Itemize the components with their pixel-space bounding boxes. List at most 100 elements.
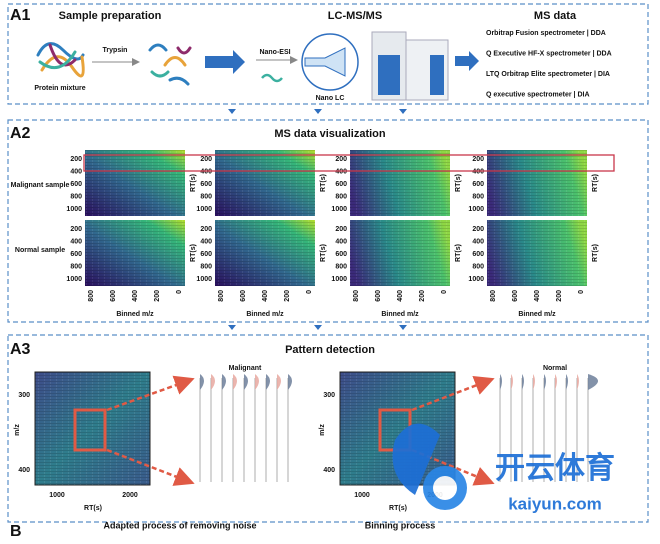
ridge-peak (588, 374, 598, 390)
row-label: Malignant sample (11, 182, 70, 189)
peptide-icon (261, 73, 283, 83)
x-tick-label: 200 (154, 290, 161, 302)
arrow (411, 448, 495, 486)
y-tick-label: 200 (335, 156, 347, 163)
y-tick-label: 400 (335, 238, 347, 245)
x-tick-label: 600 (512, 290, 519, 302)
y-tick-label: 600 (335, 251, 347, 258)
ridge-peak (500, 374, 502, 390)
heatmap-texture (487, 150, 587, 216)
ridge-peak (577, 374, 579, 390)
axis-label: RT(s) (84, 505, 102, 512)
heatmap-texture (215, 150, 315, 216)
arrow (106, 448, 195, 486)
axis-label: Binned m/z (381, 311, 419, 318)
panel-label: A3 (10, 341, 31, 358)
x-tick-label: 600 (240, 290, 247, 302)
down-marker (314, 109, 322, 114)
axis-label: Binned m/z (518, 311, 556, 318)
axis-label: RT(s) (320, 244, 327, 262)
axis-label: m/z (14, 424, 21, 436)
x-tick-label: 200 (284, 290, 291, 302)
y-tick-label: 200 (472, 156, 484, 163)
x-tick-label: 0 (176, 290, 183, 294)
y-tick-label: 400 (70, 168, 82, 175)
y-tick-label: 400 (200, 238, 212, 245)
watermark: 开云体育 kaiyun.com (392, 423, 615, 513)
y-tick-label: 1000 (196, 276, 212, 283)
axis-label: Binned m/z (246, 311, 284, 318)
label: Trypsin (103, 47, 128, 54)
y-tick-label: 600 (200, 181, 212, 188)
panel-frame (7, 3, 649, 105)
y-tick-label: 1000 (468, 276, 484, 283)
step-title: MS data (534, 10, 577, 22)
protein-icon (36, 42, 85, 78)
heatmap-texture (350, 220, 450, 286)
y-tick-label: 1000 (468, 206, 484, 213)
x-tick-label: 600 (110, 290, 117, 302)
x-tick-label: 400 (262, 290, 269, 302)
y-tick-label: 1000 (66, 276, 82, 283)
focus-box (73, 408, 107, 452)
y-tick-label: 800 (200, 263, 212, 270)
instrument: LTQ Orbitrap Elite spectrometer | DIA (486, 71, 610, 78)
arrow (411, 376, 495, 412)
y-tick-label: 400 (70, 238, 82, 245)
y-tick-label: 400 (18, 467, 30, 474)
y-tick-label: 1000 (66, 206, 82, 213)
y-tick-label: 600 (200, 251, 212, 258)
y-tick-label: 800 (472, 263, 484, 270)
y-tick-label: 200 (335, 226, 347, 233)
x-tick-label: 2000 (122, 492, 138, 499)
x-tick-label: 200 (419, 290, 426, 302)
down-marker (314, 325, 322, 330)
x-tick-label: 800 (490, 290, 497, 302)
ridge-peak (255, 374, 259, 390)
x-tick-label: 400 (132, 290, 139, 302)
x-tick-label: 200 (556, 290, 563, 302)
x-tick-label: 600 (375, 290, 382, 302)
heatmap-texture (85, 220, 185, 286)
caption: Adapted process of removing noise (103, 520, 256, 530)
ridge-peak (211, 374, 215, 390)
y-tick-label: 200 (70, 226, 82, 233)
y-tick-label: 200 (200, 156, 212, 163)
ridge-peak (533, 374, 535, 390)
arrow (106, 375, 195, 412)
label: Nano-ESI (259, 49, 290, 56)
x-tick-label: 1000 (49, 492, 65, 499)
label: Nano LC (316, 95, 345, 102)
y-tick-label: 800 (472, 193, 484, 200)
axis-label: Binned m/z (116, 311, 154, 318)
down-marker (399, 325, 407, 330)
highlight-box (83, 154, 615, 172)
heatmap-texture (215, 220, 315, 286)
big-arrow (205, 50, 245, 74)
heatmap-texture (487, 220, 587, 286)
x-tick-label: 800 (88, 290, 95, 302)
x-tick-label: 1000 (354, 492, 370, 499)
label: Protein mixture (34, 85, 85, 92)
y-tick-label: 600 (472, 251, 484, 258)
y-tick-label: 400 (472, 168, 484, 175)
panel-frame (7, 334, 649, 523)
instrument: Q Executive HF-X spectrometer | DDA (486, 50, 612, 57)
y-tick-label: 800 (70, 193, 82, 200)
y-tick-label: 800 (335, 263, 347, 270)
y-tick-label: 300 (323, 392, 335, 399)
y-tick-label: 800 (200, 193, 212, 200)
panel-title: MS data visualization (274, 128, 386, 140)
y-tick-label: 600 (70, 251, 82, 258)
heatmap-texture (85, 150, 185, 216)
ridge-peak (244, 374, 248, 390)
y-tick-label: 1000 (331, 276, 347, 283)
nano-lc-icon (304, 47, 346, 77)
group-title: Normal (543, 365, 567, 372)
ridge-peak (522, 374, 524, 390)
y-tick-label: 400 (323, 467, 335, 474)
y-tick-label: 200 (200, 226, 212, 233)
axis-label: RT(s) (592, 244, 599, 262)
x-tick-label: 0 (306, 290, 313, 294)
